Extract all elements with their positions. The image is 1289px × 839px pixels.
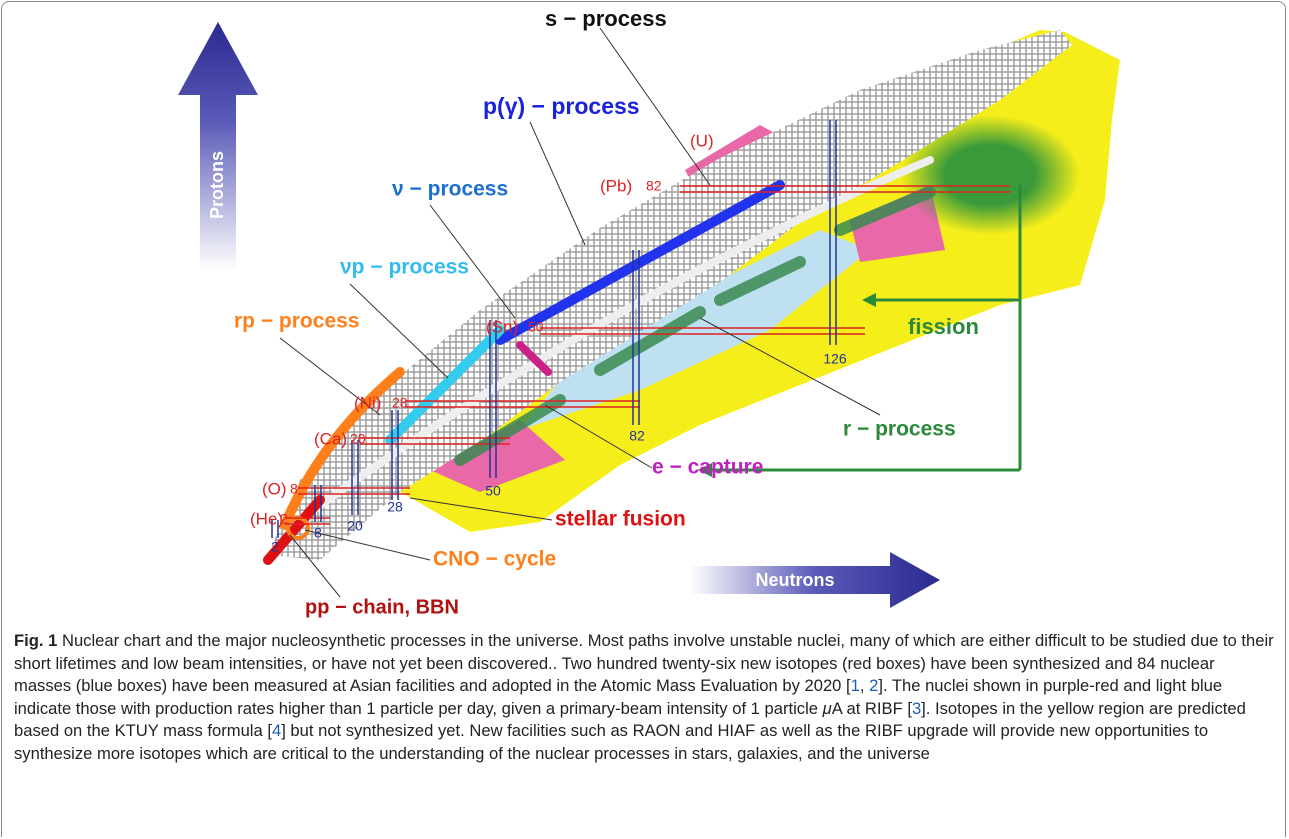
neutron-magic: 8 (314, 525, 322, 541)
neutron-magic: 28 (387, 499, 403, 515)
proton-magic: 50 (528, 319, 544, 335)
element-label: (Ni) (354, 393, 381, 412)
process-label: νp − process (340, 256, 469, 279)
process-label: r − process (843, 418, 956, 441)
proton-arrow (178, 22, 258, 270)
element-label: (He) (250, 509, 283, 528)
page: Protons Neutrons s − process p(γ) − process… (0, 0, 1289, 839)
process-label: rp − process (234, 310, 359, 333)
proton-magic: 28 (392, 395, 408, 411)
axis-label: Neutrons (755, 570, 834, 590)
nuclear-chart: Protons Neutrons s − process p(γ) − process… (0, 0, 1289, 625)
process-label: fission (908, 314, 979, 339)
process-label: e − capture (652, 456, 763, 479)
neutron-magic: 82 (629, 428, 645, 444)
element-label: (Pb) (600, 176, 632, 195)
reference: 3 (912, 699, 921, 718)
element-label: (Sn) (486, 317, 518, 336)
axis-label: Protons (207, 151, 227, 219)
neutron-magic: 126 (823, 351, 847, 367)
process-label: CNO − cycle (433, 548, 556, 571)
reference: 2 (869, 676, 878, 695)
process-label: s − process (545, 6, 667, 31)
proton-magic: 20 (350, 431, 366, 447)
figure-caption: Fig. 1 Nuclear chart and the major nucle… (14, 630, 1276, 766)
neutron-magic: 50 (485, 483, 501, 499)
caption-label: Fig. 1 (14, 631, 57, 650)
neutron-magic: 2 (271, 539, 279, 555)
proton-magic: 8 (290, 481, 298, 497)
element-label: (Ca) (314, 429, 347, 448)
caption-text: , (860, 676, 869, 695)
process-label: ν − process (392, 178, 508, 201)
process-label: p(γ) − process (483, 93, 640, 119)
caption-symbol: μ (823, 699, 832, 718)
proton-magic: 2 (280, 511, 288, 527)
element-label: (U) (690, 131, 714, 150)
process-label: stellar fusion (555, 508, 686, 531)
proton-magic: 82 (646, 178, 662, 194)
neutron-magic: 20 (347, 518, 363, 534)
element-label: (O) (262, 479, 287, 498)
reference: 4 (272, 721, 281, 740)
reference: 1 (851, 676, 860, 695)
process-label: pp − chain, BBN (305, 596, 459, 618)
caption-text: A at RIBF [ (832, 699, 912, 718)
